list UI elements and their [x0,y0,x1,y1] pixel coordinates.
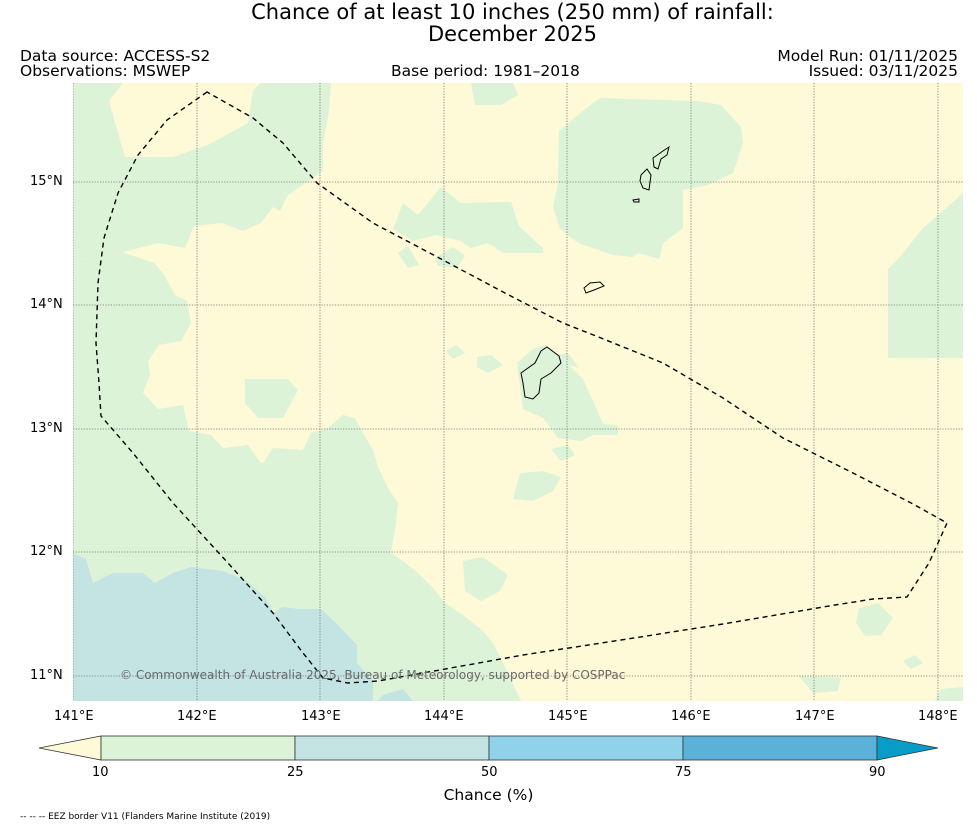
colorbar-extend-high [876,735,939,761]
copyright-notice: © Commonwealth of Australia 2025, Bureau… [120,668,625,682]
y-tick-12n: 12°N [30,544,63,559]
colorbar-tick-50: 50 [481,765,498,780]
x-tick-143: 143°E [301,709,341,724]
tinian-island [639,168,652,191]
data-source-label: Data source: ACCESS-S2 [20,47,211,65]
y-tick-13n: 13°N [30,421,63,436]
x-tick-144: 144°E [424,709,464,724]
colorbar-tick-10: 10 [92,765,109,780]
colorbar-segment-75-90 [682,735,878,761]
y-tick-15n: 15°N [30,174,63,189]
x-tick-142: 142°E [177,709,217,724]
colorbar-segment-25-50 [294,735,490,761]
x-tick-145: 145°E [548,709,588,724]
colorbar-tick-90: 90 [869,765,886,780]
colorbar-segment-10-25 [100,735,296,761]
saipan-island [652,145,670,170]
eez-boundary [95,91,948,684]
x-tick-148: 148°E [918,709,958,724]
x-tick-146: 146°E [671,709,711,724]
rota-island [583,281,605,294]
colorbar-segment-50-75 [488,735,684,761]
x-tick-147: 147°E [795,709,835,724]
colorbar-tick-75: 75 [675,765,692,780]
eez-source-note: -- -- -- EEZ border V11 (Flanders Marine… [20,812,271,822]
rainfall-map: © Commonwealth of Australia 2025, Bureau… [73,83,963,701]
graticule [73,83,963,701]
model-run-label: Model Run: 01/11/2025 [777,47,958,65]
colorbar [38,735,939,761]
chart-title-line2: December 2025 [427,22,597,46]
colorbar-tick-25: 25 [287,765,304,780]
aguijan-island [632,198,640,203]
base-period-label: Base period: 1981–2018 [391,62,580,80]
islands [520,145,670,400]
y-tick-11n: 11°N [30,668,63,683]
chart-title-line1: Chance of at least 10 inches (250 mm) of… [251,0,774,24]
observations-label: Observations: MSWEP [20,62,191,80]
issued-label: Issued: 03/11/2025 [808,62,958,80]
colorbar-label: Chance (%) [443,786,534,804]
y-tick-14n: 14°N [30,297,63,312]
guam-island [520,346,562,400]
x-tick-141: 141°E [54,709,94,724]
zone-25-50 [73,553,413,701]
colorbar-extend-low [38,735,102,761]
